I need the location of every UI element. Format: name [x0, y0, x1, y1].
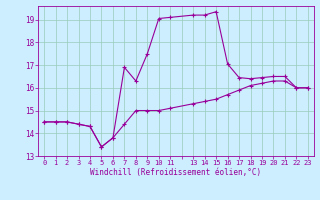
X-axis label: Windchill (Refroidissement éolien,°C): Windchill (Refroidissement éolien,°C) — [91, 168, 261, 177]
